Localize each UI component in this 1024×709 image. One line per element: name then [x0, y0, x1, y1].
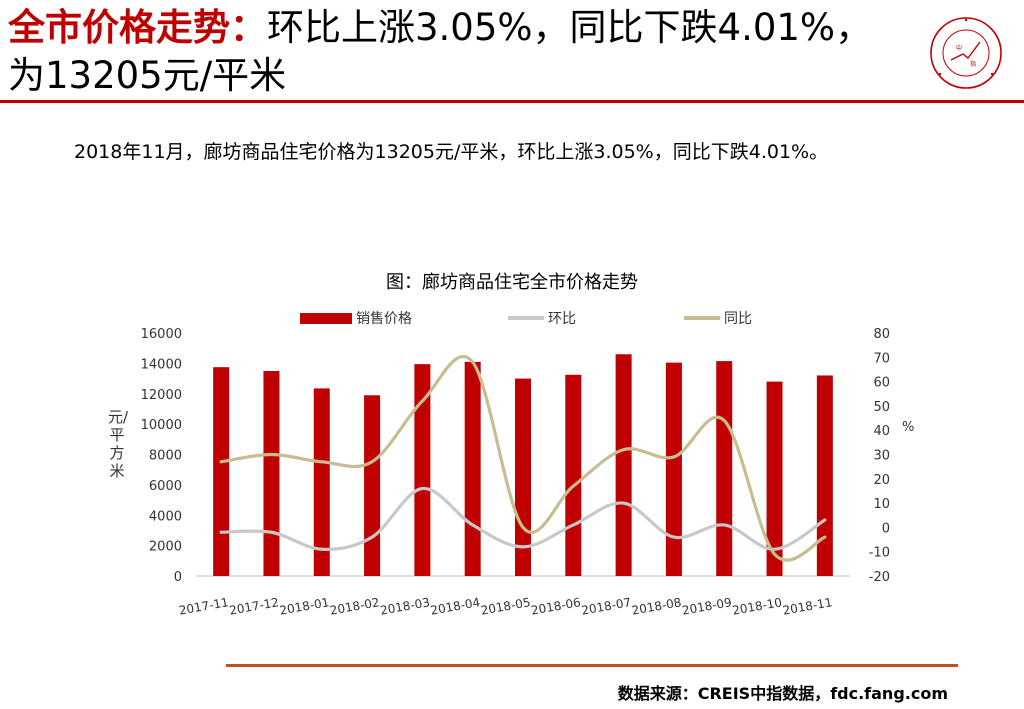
line-mom	[219, 486, 827, 551]
y-tick-label-right: 0	[882, 521, 890, 536]
y-axis-label-right: %	[902, 420, 915, 435]
legend-swatch-mom	[508, 316, 544, 320]
y-tick-label-right: 60	[873, 376, 890, 391]
y-tick-label-right: 40	[873, 424, 890, 439]
line-yoy	[219, 354, 827, 562]
y-axis-label-left: 元/平方米	[108, 408, 129, 480]
svg-text:指: 指	[970, 60, 976, 68]
y-tick-label-left: 10000	[141, 418, 182, 433]
x-tick-label: 2017-12	[228, 595, 280, 617]
page-title: 全市价格走势：环比上涨3.05%，同比下跌4.01%，为13205元/平米	[8, 4, 888, 100]
header-divider	[0, 100, 1024, 103]
footer-divider	[226, 664, 958, 667]
legend-swatch-price	[300, 312, 352, 324]
x-tick-label: 2018-05	[480, 595, 532, 617]
legend-label-price: 销售价格	[356, 311, 412, 327]
x-tick-label: 2017-11	[178, 595, 230, 617]
x-tick-label: 2018-07	[580, 595, 632, 617]
y-tick-label-right: 10	[873, 497, 890, 512]
bar-price	[464, 361, 481, 576]
y-tick-label-left: 2000	[149, 540, 182, 555]
bar-price	[313, 388, 330, 576]
legend-item-price: 销售价格	[300, 308, 412, 328]
bar-price	[565, 374, 582, 576]
svg-text:中: 中	[956, 44, 962, 52]
legend-label-yoy: 同比	[724, 311, 752, 327]
y-tick-label-left: 14000	[141, 357, 182, 372]
x-tick-label: 2018-10	[731, 595, 783, 617]
y-tick-label-left: 12000	[141, 388, 182, 403]
y-tick-label-left: 0	[174, 570, 182, 585]
bar-price	[615, 354, 632, 576]
chart-title: 图：廊坊商品住宅全市价格走势	[386, 272, 638, 293]
bar-price	[213, 367, 230, 576]
bar-price	[364, 395, 381, 576]
bar-price	[414, 364, 431, 576]
bar-price	[816, 375, 833, 576]
y-tick-label-left: 16000	[141, 327, 182, 342]
y-tick-label-right: 30	[873, 449, 890, 464]
y-tick-label-left: 4000	[149, 509, 182, 524]
legend-label-mom: 环比	[548, 311, 576, 327]
x-tick-label: 2018-11	[782, 595, 834, 617]
y-tick-label-right: 20	[873, 473, 890, 488]
y-tick-label-right: 70	[873, 351, 890, 366]
legend-item-yoy: 同比	[684, 308, 752, 328]
source-note: 数据来源：CREIS中指数据，fdc.fang.com	[617, 684, 948, 703]
bar-price	[766, 381, 783, 576]
y-tick-label-right: 80	[873, 327, 890, 342]
x-tick-label: 2018-09	[681, 595, 733, 617]
bar-price	[716, 361, 733, 576]
y-tick-label-right: -20	[869, 570, 890, 585]
legend-item-mom: 环比	[508, 308, 576, 328]
bar-price	[665, 362, 682, 576]
x-tick-label: 2018-02	[329, 595, 381, 617]
legend-swatch-yoy	[684, 316, 720, 320]
summary-text: 2018年11月，廊坊商品住宅价格为13205元/平米，环比上涨3.05%，同比…	[74, 141, 829, 163]
x-tick-label: 2018-03	[379, 595, 431, 617]
bar-price	[515, 378, 531, 576]
y-tick-label-left: 6000	[149, 479, 182, 494]
y-tick-label-right: 50	[873, 400, 890, 415]
x-tick-label: 2018-04	[429, 595, 481, 617]
y-tick-label-right: -10	[869, 546, 890, 561]
x-tick-label: 2018-06	[530, 595, 582, 617]
x-tick-label: 2018-08	[631, 595, 683, 617]
page-title-rest: 环比上涨3.05%，同比下跌4.01%，为13205元/平米	[8, 6, 873, 97]
page-title-bold: 全市价格走势：	[8, 6, 267, 49]
y-tick-label-left: 8000	[149, 449, 182, 464]
x-tick-label: 2018-01	[278, 595, 330, 617]
bar-price	[263, 370, 280, 576]
logo: 中 指	[930, 17, 1002, 89]
